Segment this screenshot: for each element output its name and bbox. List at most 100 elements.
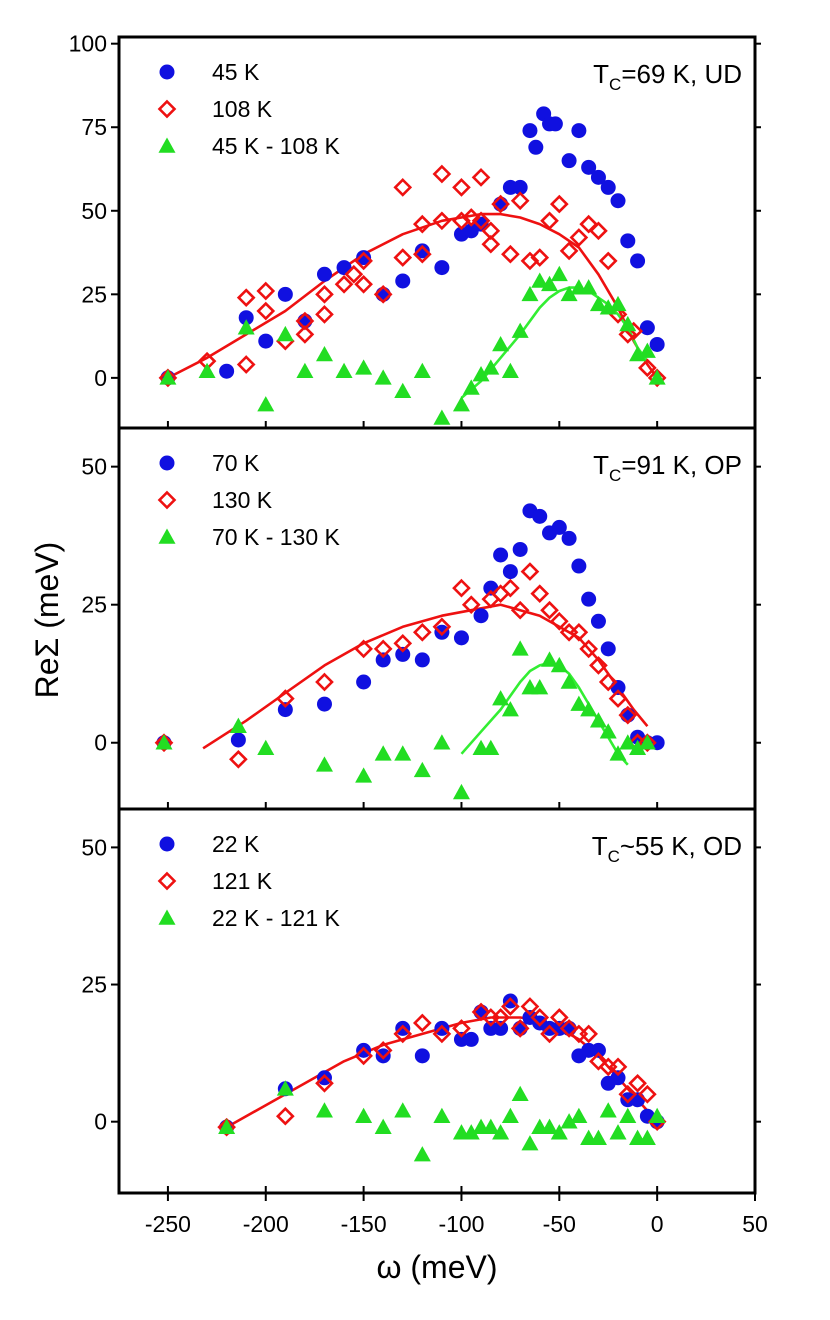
panel-ud-data-point [639,320,655,336]
panel-ud-data-point [501,244,520,264]
panel-op-data-point [569,622,589,642]
x-tick-label: -250 [145,1211,191,1237]
panel-ud-data-point [619,315,637,332]
panel-od-data-point [393,1024,413,1044]
panel-od-data-point [355,1107,373,1123]
panel-ud-data-point [589,221,608,241]
panel-ud-data-point [501,362,519,378]
panel-ud-data-point [569,228,589,247]
panel-ud-data-point [238,310,254,326]
panel-od-legend-label: 121 K [212,868,273,894]
panel-ud-data-point [481,234,501,254]
panel-ud-data-point [561,153,577,169]
panel-op-data-point [550,656,568,673]
panel-od-data-point [630,1092,646,1108]
panel-op-data-point [453,630,469,646]
panel-op-data-point [275,689,295,708]
panel-ud-data-point [412,244,432,264]
panel-op-legend-marker [157,490,177,510]
panel-od-data-point [501,997,520,1016]
panel-ud-data-point [471,168,491,187]
panel-op-data-point [395,646,411,662]
panel-op-data-point [571,558,587,574]
panel-ud-title: TC=69 K, UD [593,59,742,94]
panel-op-data-point [530,584,550,603]
panel-ud-data-point [618,325,638,344]
panel-ud-data-point [277,286,293,302]
panel-od-data-point [510,1019,530,1038]
panel-ud-data-point [432,211,452,231]
panel-ud-ytick-label: 0 [94,365,107,391]
panel-od-data-point [394,1102,412,1118]
panel-ud-data-point [530,248,550,267]
panel-ud-data-point [354,251,373,271]
panel-od-data-point [432,1024,452,1044]
panel-op-data-point [501,578,520,598]
panel-op-data-point [373,639,393,659]
panel-od-data-point [462,1124,480,1140]
panel-op-data-point [154,733,174,753]
panel-ud-data-point [492,335,510,352]
panel-od-legend-label: 22 K - 121 K [212,905,341,931]
panel-op-title: TC=91 K, OP [593,450,742,485]
panel-op-data-point [492,690,510,706]
panel-ud-data-point [482,359,500,375]
panel-od-data-point [375,1048,391,1064]
panel-ud-data-point [521,285,539,302]
panel-ud-data-point [648,369,666,385]
panel-ud-data-point [580,279,598,295]
panel-ud-data-point [549,194,569,214]
panel-op-data-point [229,717,247,733]
panel-ud-data-point [335,362,353,378]
panel-ud-data-point [256,301,276,321]
panel-od-frame [117,807,757,1195]
panel-op-data-point [375,652,391,668]
panel-op-fit-line [202,603,649,750]
x-axis-title: ω (meV) [377,1249,498,1285]
panel-od-data-point [501,1107,519,1123]
panel-op-data-point [638,733,657,753]
panel-od-data-point [609,1124,627,1140]
panel-op-data-point [561,530,577,546]
panel-op-data-point [277,702,293,718]
panel-op-data-point [589,656,608,675]
panel-op-data-point [229,749,248,769]
panel-op-data-point [579,639,599,659]
panel-ud-data-point [355,359,373,375]
panel-ud-data-point [630,253,646,269]
panel-ud-data-point [598,251,618,271]
panel-ud-data-point [511,322,529,338]
panel-op-data-point [540,600,559,620]
panel-od-data-point [493,1020,509,1036]
panel-od-data-point [434,1020,450,1036]
panel-ud-data-point [258,333,274,349]
panel-op-ytick-label: 50 [81,454,107,480]
panel-op-data-point [560,673,578,689]
panel-ud-data-point [589,295,607,312]
panel-op-data-point [501,701,519,717]
panel-ud-data-point [414,243,430,259]
panel-ud-data-point [472,366,490,382]
panel-ud-ytick-label: 50 [81,198,107,224]
panel-op-data-point [374,745,392,761]
panel-od-data-point [589,1052,608,1071]
panel-op-data-point [315,672,334,692]
panel-od-data-point [648,1107,666,1123]
panel-ud-data-point [433,409,451,425]
panel-op-data-point [532,508,548,524]
panel-od-data-point [530,1008,550,1027]
panel-op-data-point [452,578,471,598]
panel-ud-data-point [540,211,559,231]
panel-od-data-point [550,1124,568,1140]
panel-od-data-point [541,1118,559,1134]
panel-op-data-point [599,723,617,739]
panel-od-legend-marker [159,836,175,852]
panel-op-data-point [590,613,606,629]
panel-od-data-point [559,1019,579,1038]
panel-ud-data-point [452,211,471,231]
panel-op-data-point [549,611,569,631]
panel-ud-data-point [434,260,450,276]
panel-op-data-point [414,652,430,668]
panel-op-legend-label: 70 K - 130 K [212,524,341,550]
y-axis-title: ReΣ (meV) [29,542,65,699]
